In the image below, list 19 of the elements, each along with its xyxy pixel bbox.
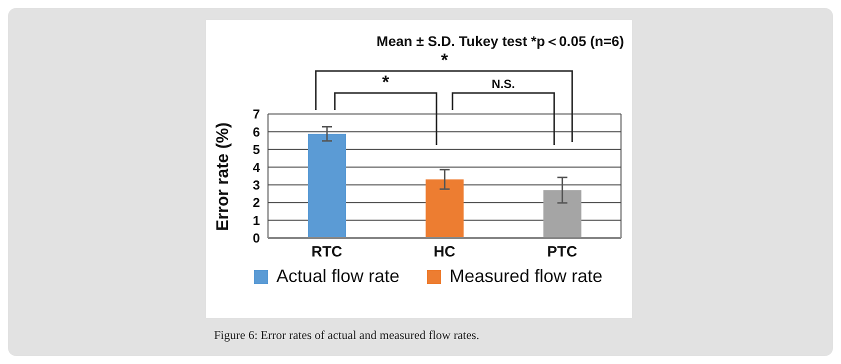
x-tick-label: PTC [547, 244, 578, 261]
text: N.S. [492, 77, 516, 91]
text: * [440, 50, 448, 70]
legend-label: Measured flow rate [449, 266, 603, 287]
x-tick-label: HC [434, 244, 456, 261]
text: * [382, 72, 390, 92]
y-tick-label: 7 [252, 106, 260, 122]
y-tick-label: 4 [252, 160, 261, 175]
y-tick-label: 5 [252, 142, 260, 158]
y-tick-label: 3 [252, 177, 260, 192]
caption: Figure 6: Error rates of actual and measured flow rates. [214, 328, 480, 343]
y-tick-label: 0 [252, 230, 260, 246]
y-axis-title: Error rate (%) [213, 122, 232, 231]
y-tick-label: 1 [252, 212, 260, 228]
y-tick-label: 2 [252, 195, 260, 210]
x-tick-label: RTC [311, 244, 342, 261]
chart-title: Mean ± S.D. Tukey test *p＜0.05 (n=6) [376, 33, 624, 51]
legend-label: Actual flow rate [276, 266, 400, 287]
y-tick-label: 6 [252, 124, 260, 140]
